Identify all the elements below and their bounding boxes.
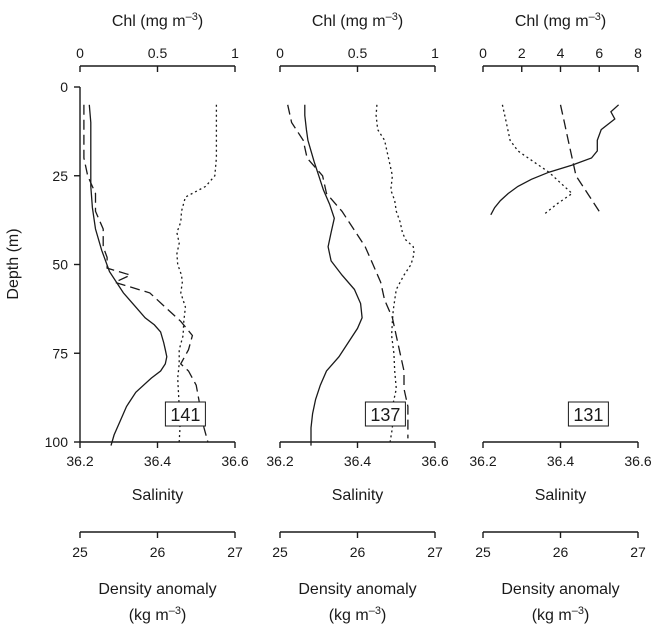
salinity-profile-line	[559, 104, 600, 212]
chl-tick-label: 0	[479, 45, 487, 61]
density-axis-label: Density anomaly	[98, 581, 216, 598]
salinity-profile-line	[287, 104, 409, 439]
depth-tick-label: 25	[52, 168, 68, 184]
chl-tick-label: 0	[76, 45, 84, 61]
density-axis-unit-label: (kg m–3)	[532, 605, 590, 624]
salinity-tick-label: 36.6	[421, 453, 448, 469]
chlorophyll-profile-line	[490, 104, 620, 216]
chl-axis-label: Chl (mg m–3)	[312, 11, 403, 30]
panel-station-141: 0 0.5 1 Chl (mg m–3) 36.2 36.4 36.6 Salinity 25 2…	[66, 11, 248, 624]
chl-tick-label: 4	[557, 45, 565, 61]
density-profile-line	[375, 104, 415, 443]
chl-tick-label: 8	[634, 45, 642, 61]
density-tick-label: 27	[427, 544, 443, 560]
density-tick-label: 26	[553, 544, 569, 560]
chl-tick-label: 1	[231, 45, 239, 61]
depth-axis-label: Depth (m)	[5, 228, 22, 299]
salinity-axis-label: Salinity	[132, 487, 184, 504]
chl-tick-label: 2	[518, 45, 526, 61]
density-tick-label: 25	[475, 544, 491, 560]
density-profile-line	[176, 104, 218, 443]
chl-tick-label: 1	[431, 45, 439, 61]
salinity-tick-label: 36.4	[547, 453, 574, 469]
chl-axis-label: Chl (mg m–3)	[515, 11, 606, 30]
salinity-axis-label: Salinity	[535, 487, 587, 504]
salinity-tick-label: 36.2	[469, 453, 496, 469]
salinity-axis-label: Salinity	[332, 487, 384, 504]
salinity-profile-line	[83, 104, 209, 443]
station-label-box	[164, 401, 206, 427]
density-tick-label: 27	[630, 544, 646, 560]
density-axis-unit-label: (kg m–3)	[129, 605, 187, 624]
density-tick-label: 25	[272, 544, 288, 560]
salinity-tick-label: 36.4	[144, 453, 171, 469]
chl-axis-label: Chl (mg m–3)	[112, 11, 203, 30]
chlorophyll-profile-line	[88, 104, 168, 446]
panel-station-137: 0 0.5 1 Chl (mg m–3) 36.2 36.4 36.6 Salinity 25 2…	[266, 11, 448, 624]
salinity-tick-label: 36.6	[624, 453, 651, 469]
panel-station-131: 0 2 4 6 8 Chl (mg m–3) 36.2 36.4 36.6 Salinity 25 2…	[469, 11, 651, 624]
salinity-tick-label: 36.2	[266, 453, 293, 469]
density-axis-label: Density anomaly	[298, 581, 416, 598]
density-axis-unit-label: (kg m–3)	[329, 605, 387, 624]
chl-tick-label: 0	[276, 45, 284, 61]
density-tick-label: 26	[350, 544, 366, 560]
station-label: 141	[170, 405, 200, 425]
station-label-box	[364, 401, 406, 427]
density-tick-label: 25	[72, 544, 88, 560]
salinity-tick-label: 36.6	[221, 453, 248, 469]
station-label-box	[567, 401, 609, 427]
station-label: 131	[573, 405, 603, 425]
depth-axis: 0 25 50 75 100 Depth (m)	[5, 79, 81, 450]
chl-tick-label: 0.5	[148, 45, 168, 61]
depth-tick-group: 0 25 50 75 100	[45, 79, 80, 450]
station-label: 137	[370, 405, 400, 425]
chl-tick-label: 6	[595, 45, 603, 61]
density-tick-label: 26	[150, 544, 166, 560]
density-tick-label: 27	[227, 544, 243, 560]
chl-tick-label: 0.5	[348, 45, 368, 61]
depth-tick-label: 50	[52, 257, 68, 273]
density-axis-label: Density anomaly	[501, 581, 619, 598]
density-profile-line	[501, 104, 574, 216]
salinity-tick-label: 36.2	[66, 453, 93, 469]
chlorophyll-profile-line	[304, 104, 363, 446]
depth-tick-label: 100	[45, 434, 69, 450]
depth-tick-label: 0	[60, 79, 68, 95]
depth-tick-label: 75	[52, 345, 68, 361]
salinity-tick-label: 36.4	[344, 453, 371, 469]
